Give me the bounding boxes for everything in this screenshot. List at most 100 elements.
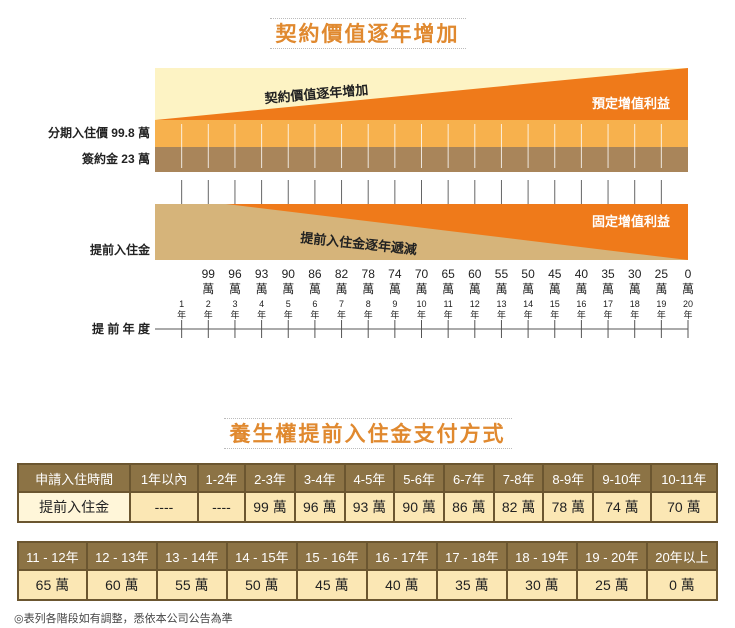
- year-axis-label: 提 前 年 度: [92, 321, 151, 336]
- table-header-cell: 17 - 18年: [435, 541, 508, 571]
- year-value: 12: [470, 299, 480, 309]
- amount-unit: 萬: [602, 282, 614, 296]
- row1-label: 分期入住價 99.8 萬: [48, 125, 150, 140]
- table-value-cell: 60 萬: [85, 569, 158, 601]
- lower-left-label: 提前入住金: [90, 242, 151, 257]
- table2-header-row: 11 - 12年 12 - 13年 13 - 14年 14 - 15年 15 - 16年…: [17, 541, 719, 571]
- year-value: 18: [630, 299, 640, 309]
- year-unit: 年: [417, 309, 426, 320]
- amount-labels: 99萬96萬93萬90萬86萬82萬78萬74萬70萬65萬60萬55萬50萬4…: [202, 267, 694, 296]
- footnote: ◎表列各階段如有調整，悉依本公司公告為準: [14, 613, 233, 625]
- table-value-cell: ----: [196, 491, 247, 523]
- year-unit: 年: [657, 309, 666, 320]
- amount-value: 90: [282, 267, 296, 281]
- table-header-cell: 20年以上: [645, 541, 719, 571]
- table-value-cell: 30 萬: [505, 569, 578, 601]
- year-value: 20: [683, 299, 693, 309]
- table-header-cell: 11 - 12年: [17, 541, 88, 571]
- amount-unit: 萬: [415, 282, 427, 296]
- table-header-cell: 12 - 13年: [85, 541, 158, 571]
- amount-unit: 萬: [389, 282, 401, 296]
- amount-unit: 萬: [629, 282, 641, 296]
- year-value: 1: [179, 299, 184, 309]
- year-value: 10: [416, 299, 426, 309]
- amount-unit: 萬: [469, 282, 481, 296]
- year-unit: 年: [230, 309, 239, 320]
- amount-value: 55: [495, 267, 509, 281]
- year-unit: 年: [177, 309, 186, 320]
- year-unit: 年: [630, 309, 639, 320]
- amount-value: 82: [335, 267, 349, 281]
- table-header-cell: 14 - 15年: [225, 541, 298, 571]
- bottom-title: 養生權提前入住金支付方式: [0, 418, 735, 449]
- year-unit: 年: [470, 309, 479, 320]
- year-value: 13: [496, 299, 506, 309]
- table-header-cell: 4-5年: [343, 463, 396, 493]
- amount-value: 0: [685, 267, 692, 281]
- payment-table-2: 11 - 12年 12 - 13年 13 - 14年 14 - 15年 15 - 16年…: [17, 541, 719, 601]
- table-header-cell: 2-3年: [244, 463, 296, 493]
- amount-unit: 萬: [256, 282, 268, 296]
- table-header-cell: 1-2年: [196, 463, 247, 493]
- table-header-cell: 9-10年: [592, 463, 652, 493]
- table-value-cell: 93 萬: [343, 491, 396, 523]
- table-header-cell: 6-7年: [443, 463, 495, 493]
- amount-unit: 萬: [362, 282, 374, 296]
- amount-value: 70: [415, 267, 429, 281]
- table1-header-row: 申請入住時間 1年以內 1-2年 2-3年 3-4年 4-5年 5-6年 6-7年 7-8年 8-…: [16, 463, 719, 493]
- year-unit: 年: [310, 309, 319, 320]
- table-value-cell: 提前入住金: [16, 491, 132, 523]
- table-value-cell: 99 萬: [244, 491, 296, 523]
- amount-unit: 萬: [495, 282, 507, 296]
- lower-orange-wedge: [226, 204, 688, 260]
- year-unit: 年: [337, 309, 346, 320]
- amount-value: 78: [362, 267, 376, 281]
- table-header-cell: 1年以內: [129, 463, 199, 493]
- table-value-cell: ----: [129, 491, 199, 523]
- year-unit: 年: [257, 309, 266, 320]
- table-value-cell: 40 萬: [365, 569, 438, 601]
- year-value: 4: [259, 299, 264, 309]
- payment-table-1: 申請入住時間 1年以內 1-2年 2-3年 3-4年 4-5年 5-6年 6-7年 7-8年 8-…: [16, 463, 719, 523]
- amount-value: 74: [388, 267, 402, 281]
- table-header-cell: 8-9年: [542, 463, 595, 493]
- year-value: 8: [366, 299, 371, 309]
- table-value-cell: 86 萬: [443, 491, 495, 523]
- amount-value: 93: [255, 267, 269, 281]
- amount-value: 96: [228, 267, 242, 281]
- year-value: 14: [523, 299, 533, 309]
- table-header-cell: 3-4年: [293, 463, 346, 493]
- year-value: 11: [443, 299, 452, 309]
- year-value: 15: [550, 299, 560, 309]
- upper-right-label: 預定增值利益: [592, 96, 670, 111]
- year-value: 5: [286, 299, 291, 309]
- amount-value: 50: [521, 267, 535, 281]
- table-value-cell: 96 萬: [293, 491, 346, 523]
- amount-value: 25: [655, 267, 669, 281]
- table-value-cell: 78 萬: [542, 491, 595, 523]
- top-title: 契約價值逐年增加: [0, 18, 735, 49]
- table-header-cell: 19 - 20年: [575, 541, 648, 571]
- year-value: 9: [392, 299, 397, 309]
- table-value-cell: 50 萬: [225, 569, 298, 601]
- table-value-cell: 70 萬: [649, 491, 719, 523]
- year-value: 3: [232, 299, 237, 309]
- year-value: 7: [339, 299, 344, 309]
- table-header-cell: 18 - 19年: [505, 541, 578, 571]
- amount-value: 40: [575, 267, 589, 281]
- amount-unit: 萬: [522, 282, 534, 296]
- year-value: 2: [206, 299, 211, 309]
- table-value-cell: 25 萬: [575, 569, 648, 601]
- year-unit: 年: [683, 309, 692, 320]
- table-value-cell: 45 萬: [295, 569, 368, 601]
- table-header-cell: 10-11年: [649, 463, 719, 493]
- table-value-cell: 74 萬: [592, 491, 652, 523]
- year-unit: 年: [577, 309, 586, 320]
- year-value: 16: [576, 299, 586, 309]
- upper-orange-wedge: [155, 68, 688, 120]
- table-value-cell: 55 萬: [155, 569, 228, 601]
- year-unit: 年: [284, 309, 293, 320]
- lower-ticks: [181, 180, 662, 204]
- amount-unit: 萬: [655, 282, 667, 296]
